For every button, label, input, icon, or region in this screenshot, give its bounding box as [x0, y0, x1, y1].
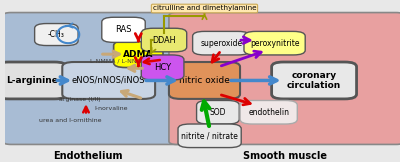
- Text: citrulline and dimethylamine: citrulline and dimethylamine: [153, 6, 256, 12]
- Text: Smooth muscle: Smooth muscle: [244, 151, 328, 161]
- Text: SOD: SOD: [210, 108, 226, 117]
- Text: arginase (I/II): arginase (I/II): [59, 97, 101, 102]
- Text: L-arginine: L-arginine: [6, 76, 58, 85]
- FancyBboxPatch shape: [62, 62, 155, 99]
- Text: superoxide: superoxide: [200, 39, 242, 48]
- FancyBboxPatch shape: [178, 124, 241, 148]
- FancyBboxPatch shape: [169, 13, 400, 145]
- Text: L-NMMA / L-NNA: L-NMMA / L-NNA: [90, 59, 141, 64]
- Text: nitric oxide: nitric oxide: [179, 76, 230, 85]
- FancyBboxPatch shape: [35, 23, 78, 46]
- FancyBboxPatch shape: [240, 100, 297, 124]
- Text: DDAH: DDAH: [152, 35, 176, 45]
- FancyBboxPatch shape: [196, 100, 239, 124]
- Text: Endothelium: Endothelium: [53, 151, 123, 161]
- Text: eNOS/nNOS/iNOS: eNOS/nNOS/iNOS: [72, 76, 146, 85]
- Text: coronary
circulation: coronary circulation: [287, 71, 341, 90]
- Text: RAS: RAS: [115, 25, 132, 34]
- Text: l-norvaline: l-norvaline: [94, 106, 127, 111]
- FancyBboxPatch shape: [102, 17, 145, 42]
- Text: endothelin: endothelin: [248, 108, 289, 117]
- FancyBboxPatch shape: [141, 55, 184, 80]
- Text: HCY: HCY: [154, 63, 171, 72]
- Text: peroxynitrite: peroxynitrite: [250, 39, 299, 48]
- FancyBboxPatch shape: [0, 62, 66, 99]
- FancyBboxPatch shape: [272, 62, 356, 99]
- FancyBboxPatch shape: [141, 28, 187, 52]
- Text: urea and l-ornithine: urea and l-ornithine: [39, 118, 102, 123]
- FancyBboxPatch shape: [169, 62, 240, 99]
- Text: nitrite / nitrate: nitrite / nitrate: [181, 131, 238, 140]
- FancyBboxPatch shape: [193, 31, 250, 55]
- Text: -CH₃: -CH₃: [48, 30, 65, 39]
- FancyBboxPatch shape: [114, 41, 163, 68]
- FancyBboxPatch shape: [3, 13, 198, 145]
- FancyBboxPatch shape: [244, 31, 305, 55]
- Text: ADMA: ADMA: [123, 50, 154, 59]
